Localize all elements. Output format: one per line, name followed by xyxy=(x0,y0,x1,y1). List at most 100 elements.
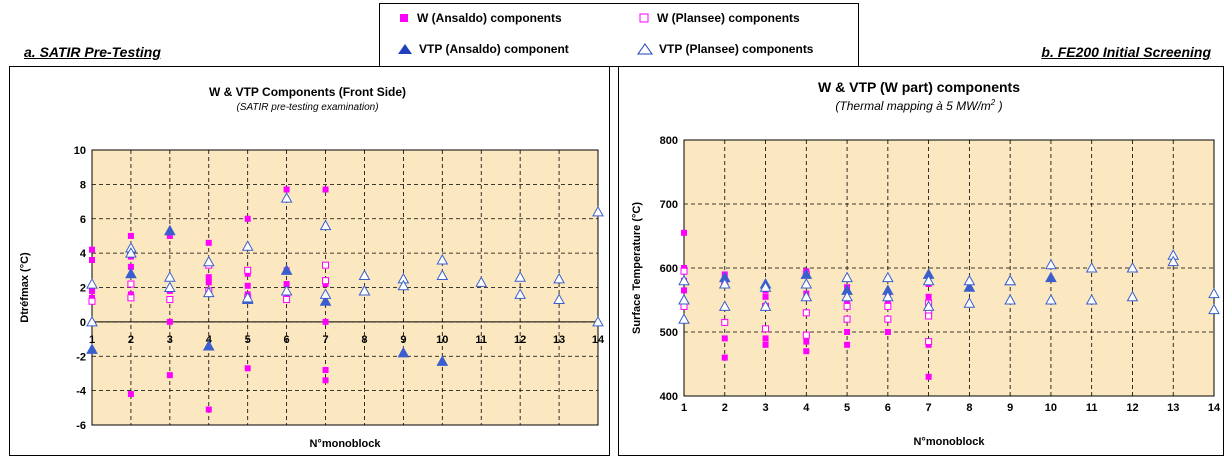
data-point xyxy=(89,257,95,263)
legend-label: VTP (Ansaldo) component xyxy=(419,42,569,56)
x-tick-label: 6 xyxy=(284,334,290,346)
data-point xyxy=(163,271,176,282)
x-tick-label: 2 xyxy=(722,402,728,414)
data-point xyxy=(1004,293,1017,305)
data-point xyxy=(205,406,212,413)
data-point xyxy=(884,302,892,310)
x-tick-label: 14 xyxy=(1208,402,1221,414)
data-point xyxy=(922,300,935,311)
data-point xyxy=(88,297,96,305)
data-point xyxy=(925,338,933,346)
x-tick-label: 9 xyxy=(400,334,406,346)
chart-fe200-screening: W & VTP (W part) components (Thermal mapp… xyxy=(618,66,1224,456)
data-point xyxy=(205,279,212,286)
chart-subtitle: (Thermal mapping à 5 MW/m2 ) xyxy=(835,98,1002,113)
y-tick-label: 6 xyxy=(80,214,86,226)
data-point xyxy=(244,266,252,274)
x-tick-label: 8 xyxy=(361,334,367,346)
data-point xyxy=(244,215,251,222)
legend-label: W (Plansee) components xyxy=(657,11,800,25)
legend-label: VTP (Plansee) components xyxy=(659,42,814,56)
data-point xyxy=(358,269,371,280)
data-point xyxy=(553,293,565,305)
data-point xyxy=(963,297,976,308)
data-point xyxy=(322,261,330,269)
data-point xyxy=(680,267,688,275)
data-point xyxy=(1085,261,1098,273)
data-point xyxy=(803,338,810,345)
data-point xyxy=(925,373,932,380)
x-tick-label: 1 xyxy=(89,334,95,346)
data-point xyxy=(127,263,134,270)
data-point xyxy=(800,277,813,289)
chart-title: W & VTP Components (Front Side) xyxy=(209,85,406,99)
filled-square-marker-icon xyxy=(400,14,408,22)
data-point xyxy=(436,355,449,366)
data-point xyxy=(721,318,729,326)
x-tick-label: 5 xyxy=(844,402,850,414)
data-point xyxy=(322,277,330,285)
data-point xyxy=(163,281,176,292)
data-point xyxy=(322,318,329,325)
x-tick-label: 4 xyxy=(206,334,213,346)
data-point xyxy=(319,219,332,231)
chart-svg: W & VTP Components (Front Side) (SATIR pr… xyxy=(19,85,605,450)
y-axis-label: Dtréfmax (°C) xyxy=(19,252,31,323)
chart-legend: W (Ansaldo) components W (Plansee) compo… xyxy=(379,3,859,67)
data-point xyxy=(1004,274,1017,286)
data-point xyxy=(127,232,134,239)
section-title-fe200: b. FE200 Initial Screening xyxy=(1041,44,1211,60)
data-point xyxy=(127,391,134,398)
data-point xyxy=(843,302,851,310)
chart-satir-pretesting: W & VTP Components (Front Side) (SATIR pr… xyxy=(9,66,610,456)
data-point xyxy=(1045,271,1057,283)
x-tick-label: 11 xyxy=(1086,402,1098,414)
data-point xyxy=(397,346,410,358)
data-point xyxy=(1167,255,1180,267)
y-tick-label: 400 xyxy=(660,391,678,403)
data-point xyxy=(127,294,135,302)
data-point xyxy=(319,295,332,306)
data-point xyxy=(202,339,215,351)
data-point xyxy=(86,315,98,327)
hollow-triangle-marker-icon xyxy=(637,43,653,55)
data-point xyxy=(678,274,690,286)
data-point xyxy=(280,192,293,203)
y-axis-label: Surface Temperature (°C) xyxy=(631,202,643,334)
data-point xyxy=(86,278,98,289)
data-point xyxy=(963,281,976,292)
x-tick-label: 12 xyxy=(1126,402,1138,414)
x-tick-label: 13 xyxy=(553,334,565,346)
data-point xyxy=(1126,290,1139,302)
data-point xyxy=(762,293,769,300)
legend-item-vtp-plansee: VTP (Plansee) components xyxy=(637,42,813,56)
data-point xyxy=(884,329,891,335)
x-tick-label: 14 xyxy=(592,334,605,346)
data-point xyxy=(163,224,176,236)
data-point xyxy=(436,253,449,265)
data-point xyxy=(86,343,98,354)
y-tick-label: -6 xyxy=(76,420,86,432)
data-point xyxy=(1045,293,1057,305)
data-point xyxy=(925,293,932,300)
x-tick-label: 11 xyxy=(475,334,487,346)
data-point xyxy=(1126,261,1139,273)
y-tick-label: 10 xyxy=(74,145,86,157)
y-tick-label: 600 xyxy=(660,263,678,275)
data-point xyxy=(514,288,527,299)
data-point xyxy=(681,229,687,236)
data-point xyxy=(762,335,769,342)
section-title-satir: a. SATIR Pre-Testing xyxy=(24,44,161,60)
data-point xyxy=(202,286,215,298)
data-point xyxy=(322,367,329,373)
data-point xyxy=(759,281,772,292)
data-point xyxy=(762,325,770,333)
data-point xyxy=(843,315,851,323)
x-tick-label: 3 xyxy=(762,402,768,414)
data-point xyxy=(436,269,449,280)
data-point xyxy=(166,232,173,239)
data-point xyxy=(592,315,604,327)
data-point xyxy=(125,247,137,258)
chart-title: W & VTP (W part) components xyxy=(818,79,1020,95)
data-point xyxy=(125,267,137,279)
